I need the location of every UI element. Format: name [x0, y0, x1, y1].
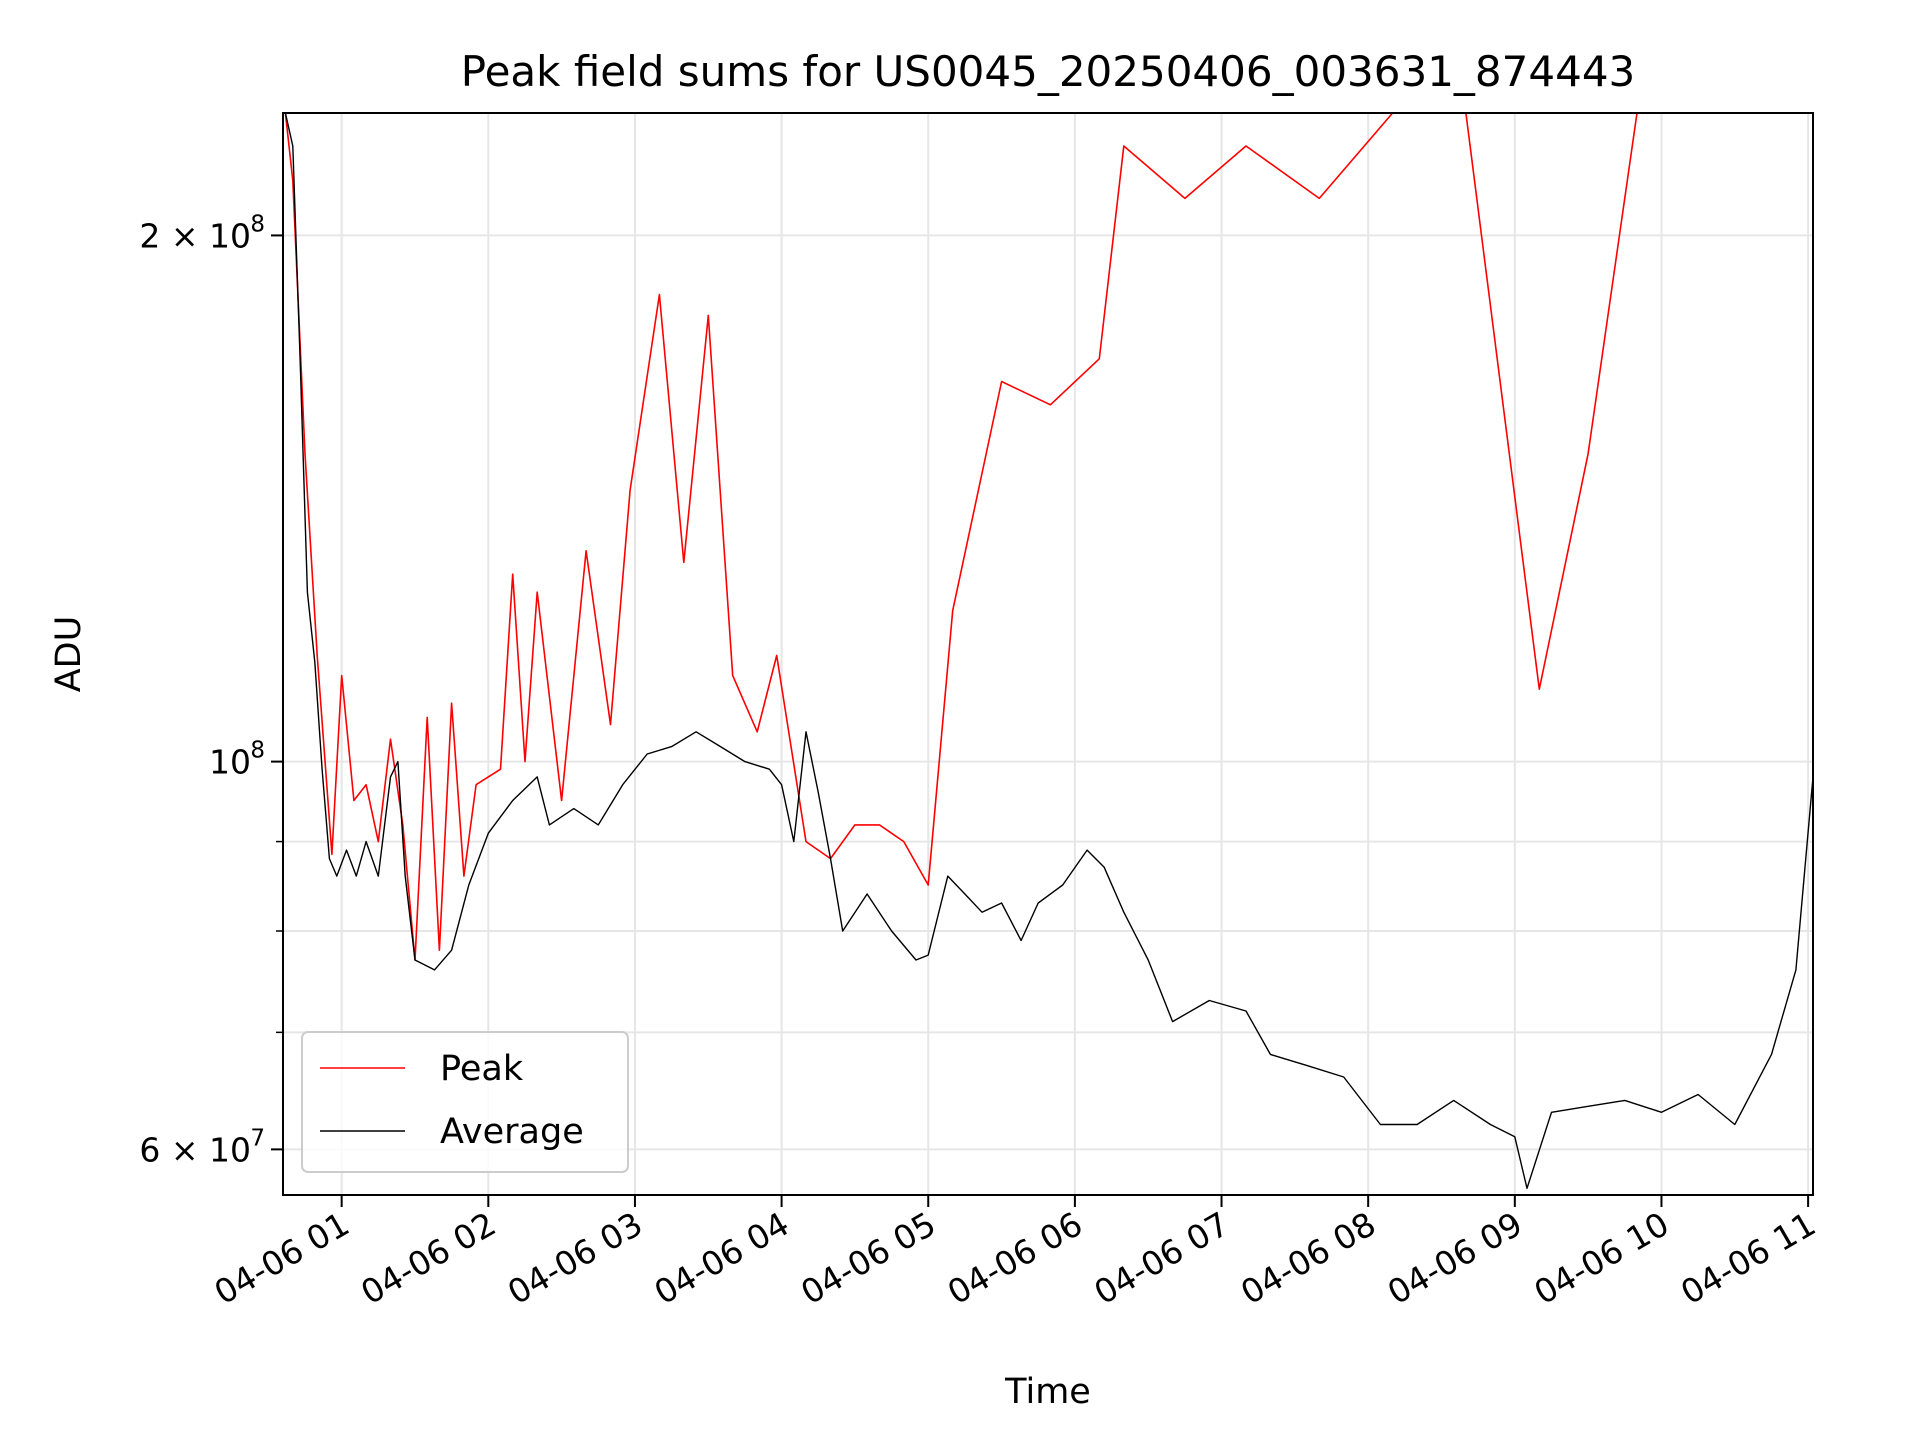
y-tick-exponent: 8	[250, 211, 265, 237]
legend-box	[301, 1031, 629, 1173]
y-tick-base: 10	[209, 743, 251, 782]
y-axis-label: ADU	[49, 616, 89, 693]
y-tick-base: 6 × 10	[139, 1130, 251, 1169]
y-tick-exponent: 7	[250, 1125, 265, 1151]
grid	[283, 113, 1813, 1195]
plot-area	[284, 113, 1813, 1189]
y-tick-label: 10	[209, 743, 251, 782]
legend: Peak Average	[301, 1031, 629, 1173]
y-tick-exponent: 8	[250, 738, 265, 764]
series-line-average	[284, 113, 1813, 1189]
y-tick-label: 2 × 10	[139, 216, 251, 255]
y-axis: 6 × 10 710 82 × 10 8	[139, 211, 283, 1169]
y-tick-label: 6 × 10	[139, 1130, 251, 1169]
series-line-peak	[284, 113, 1813, 961]
legend-peak-label: Peak	[440, 1049, 524, 1089]
legend-average-label: Average	[440, 1112, 584, 1152]
x-axis-label: Time	[1004, 1372, 1091, 1412]
axes-frame	[282, 112, 1814, 1196]
chart-title: Peak field sums for US0045_20250406_0036…	[461, 47, 1636, 96]
y-tick-base: 2 × 10	[139, 216, 251, 255]
